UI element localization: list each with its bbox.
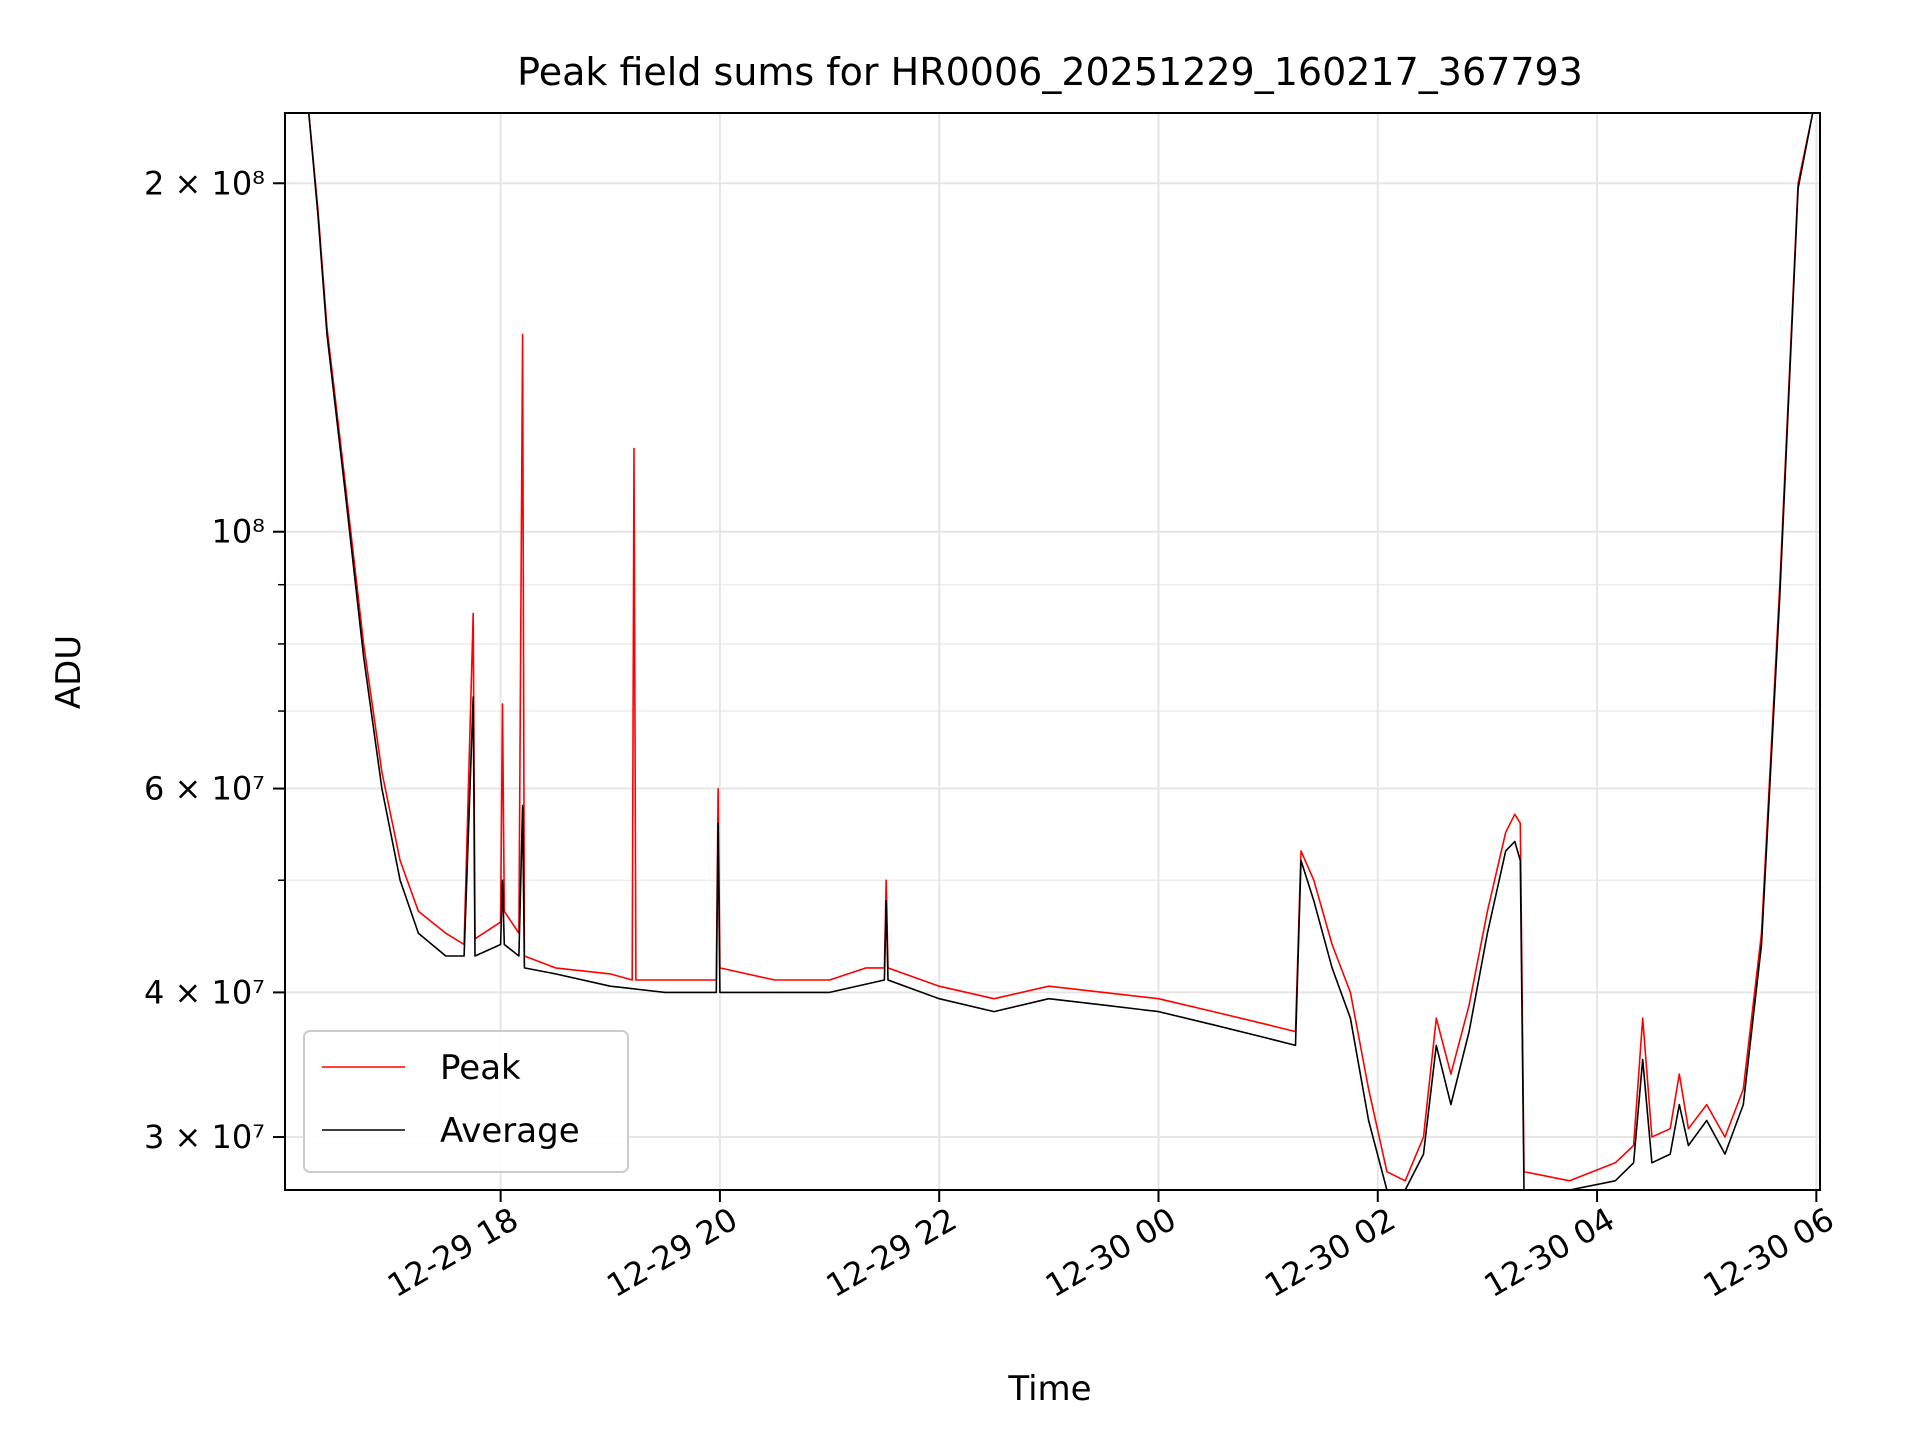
series-line-average: [285, 113, 1814, 1190]
series-line-peak: [285, 113, 1814, 1182]
legend-label-peak: Peak: [440, 1048, 521, 1088]
x-tick-label: 12-30 06: [1697, 1200, 1841, 1305]
x-tick-label: 12-30 02: [1258, 1200, 1402, 1305]
y-tick-label: 6 × 10⁷: [144, 770, 265, 808]
y-tick-label: 2 × 10⁸: [144, 164, 265, 202]
chart-title: Peak field sums for HR0006_20251229_1602…: [517, 50, 1583, 94]
x-tick-label: 12-29 18: [381, 1200, 525, 1305]
x-tick-label: 12-30 00: [1039, 1200, 1183, 1305]
y-tick-label: 4 × 10⁷: [144, 973, 265, 1011]
x-tick-label: 12-29 20: [600, 1200, 744, 1305]
plot-frame: [284, 112, 1821, 1191]
x-axis: 12-29 18 12-29 20 12-29 22 12-30 00 12-30 02…: [381, 1190, 1840, 1305]
y-axis: 3 × 10⁷ 4 × 10⁷ 6 × 10⁷ 10⁸ 2 × 10⁸: [144, 164, 285, 1156]
legend: Peak Average: [303, 1030, 629, 1173]
grid-lines: [285, 113, 1820, 1190]
x-tick-label: 12-30 04: [1477, 1200, 1621, 1305]
y-tick-label: 3 × 10⁷: [144, 1118, 265, 1156]
y-axis-label: ADU: [49, 635, 89, 709]
x-axis-label: Time: [1007, 1369, 1091, 1409]
y-tick-label: 10⁸: [211, 513, 265, 551]
x-tick-label: 12-29 22: [820, 1200, 964, 1305]
series-layer: [285, 113, 1814, 1190]
legend-label-average: Average: [440, 1111, 580, 1151]
